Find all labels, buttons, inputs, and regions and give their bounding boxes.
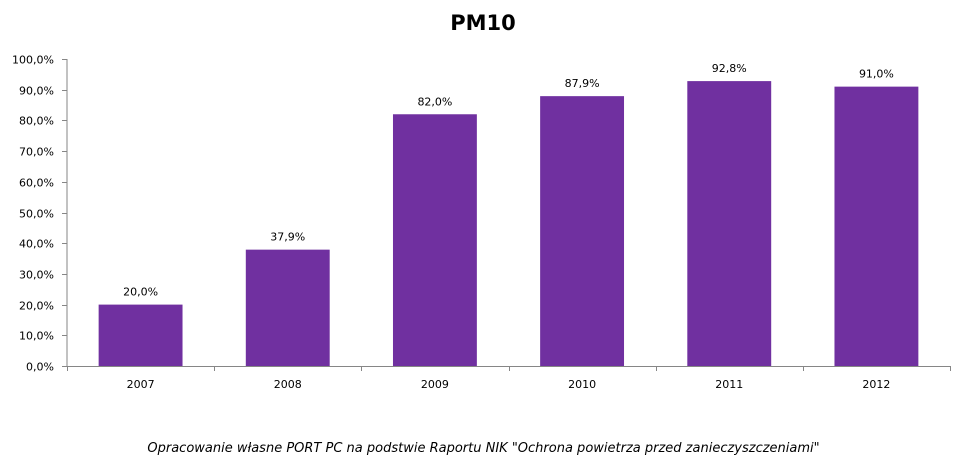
- y-tick-label: 10,0%: [19, 330, 54, 343]
- x-tick-label-2008: 2008: [274, 378, 302, 391]
- bars: [98, 81, 919, 366]
- y-tick-label: 50,0%: [19, 208, 54, 221]
- y-tick-label: 70,0%: [19, 146, 54, 159]
- y-tick-label: 30,0%: [19, 269, 54, 282]
- data-label-2007: 20,0%: [123, 286, 158, 299]
- x-tick-label-2009: 2009: [421, 378, 449, 391]
- data-labels: 20,0% 37,9% 82,0% 87,9% 92,8% 91,0%: [123, 62, 894, 298]
- data-label-2010: 87,9%: [565, 77, 600, 90]
- y-tick-label: 40,0%: [19, 238, 54, 251]
- data-label-2008: 37,9%: [270, 231, 305, 244]
- bar-2009: [392, 114, 477, 366]
- x-tick-label-2007: 2007: [127, 378, 155, 391]
- x-axis: 2007 2008 2009 2010 2011 2012: [67, 366, 951, 391]
- y-tick-label: 20,0%: [19, 300, 54, 313]
- x-tick-label-2010: 2010: [568, 378, 596, 391]
- y-tick-label: 100,0%: [12, 54, 54, 67]
- bar-2011: [687, 81, 772, 366]
- source-note: Opracowanie własne PORT PC na podstwie R…: [147, 441, 820, 456]
- x-tick-label-2011: 2011: [715, 378, 743, 391]
- data-label-2012: 91,0%: [859, 68, 894, 81]
- bar-2010: [540, 96, 625, 366]
- data-label-2009: 82,0%: [417, 95, 452, 108]
- bar-2012: [834, 86, 919, 366]
- bar-2008: [245, 249, 330, 366]
- chart-title: PM10: [450, 11, 516, 35]
- data-label-2011: 92,8%: [712, 62, 747, 75]
- bar-2007: [98, 304, 183, 366]
- y-tick-label: 80,0%: [19, 115, 54, 128]
- y-tick-label: 60,0%: [19, 177, 54, 190]
- x-tick-label-2012: 2012: [862, 378, 890, 391]
- y-tick-label: 90,0%: [19, 85, 54, 98]
- y-tick-label: 0,0%: [26, 361, 54, 374]
- y-axis: 0,0% 10,0% 20,0% 30,0% 40,0% 50,0% 60,0% 70,0% 8…: [12, 54, 68, 374]
